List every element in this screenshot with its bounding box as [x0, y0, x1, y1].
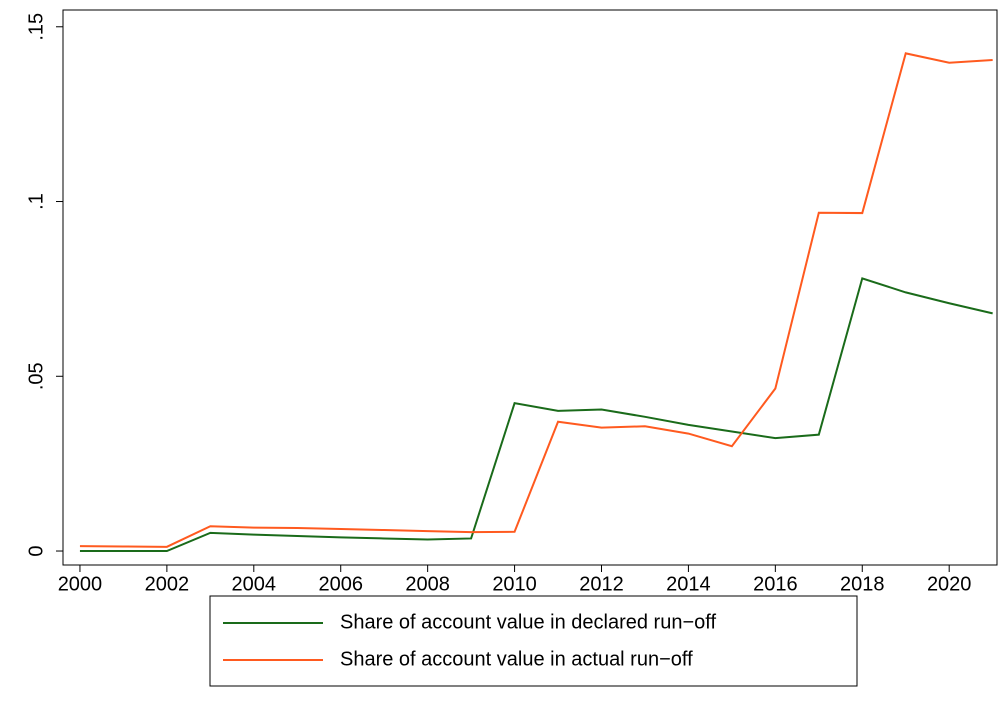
- x-tick-label: 2008: [405, 573, 450, 595]
- series-line: [79, 52, 993, 548]
- x-tick-label: 2000: [58, 573, 103, 595]
- x-tick-label: 2004: [232, 573, 277, 595]
- legend-label: Share of account value in actual run−off: [340, 648, 693, 670]
- plot-frame: [62, 9, 998, 566]
- y-tick-label: .15: [25, 13, 47, 41]
- x-tick-label: 2012: [579, 573, 624, 595]
- y-tick-label: 0: [25, 545, 47, 556]
- series-line: [79, 277, 993, 553]
- x-tick-label: 2018: [840, 573, 885, 595]
- x-tick-label: 2020: [927, 573, 972, 595]
- x-tick-label: 2010: [492, 573, 537, 595]
- legend-box: [209, 595, 858, 687]
- x-tick-label: 2006: [318, 573, 363, 595]
- x-tick-label: 2014: [666, 573, 711, 595]
- y-tick-label: .05: [25, 362, 47, 390]
- x-tick-label: 2002: [145, 573, 190, 595]
- y-tick-label: .1: [25, 193, 47, 210]
- legend-label: Share of account value in declared run−o…: [340, 611, 716, 633]
- x-tick-label: 2016: [753, 573, 798, 595]
